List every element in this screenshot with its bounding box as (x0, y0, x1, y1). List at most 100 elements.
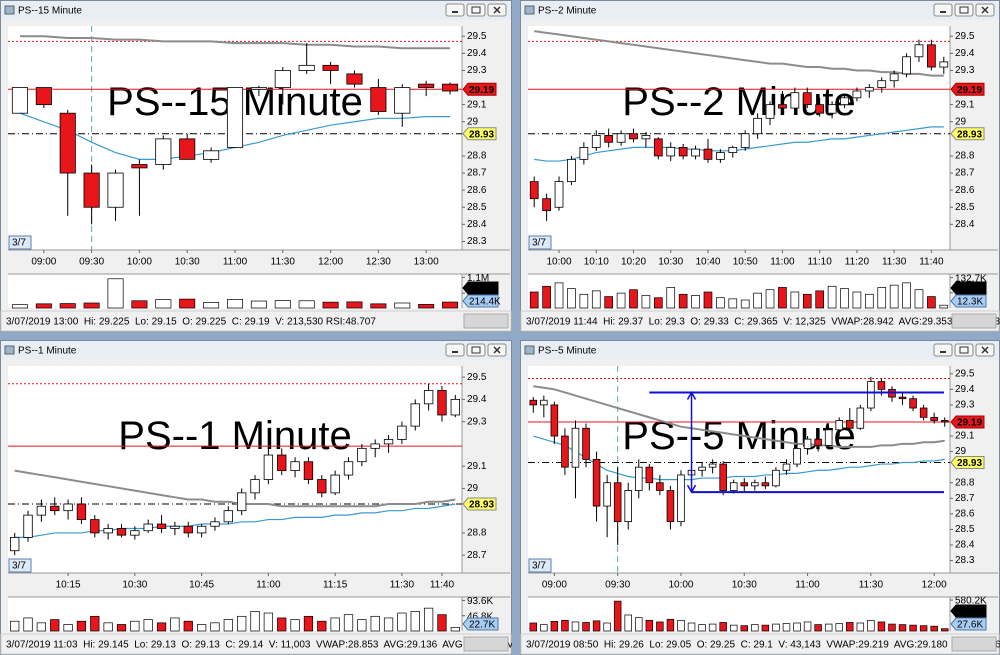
price-badge (950, 82, 985, 96)
volume-bar (914, 289, 924, 309)
candle-body (603, 482, 611, 507)
x-tick-label: 10:50 (733, 257, 758, 268)
candle-body (930, 416, 938, 421)
volume-bar (919, 625, 928, 632)
volume-bar (542, 285, 551, 309)
indicator-badge-label: 48.71 (469, 284, 494, 295)
volume-bar (450, 627, 460, 632)
volume-bar (687, 622, 696, 632)
maximize-button[interactable] (954, 3, 974, 17)
x-tick-label: 09:30 (79, 257, 104, 268)
volume-bar (852, 291, 862, 309)
volume-pane (8, 597, 462, 631)
scrollbar[interactable] (951, 313, 997, 329)
volume-bar (624, 614, 632, 632)
y-tick-label: 29.4 (955, 48, 975, 59)
date-label: 3/7 (532, 561, 546, 572)
volume-bar (827, 285, 837, 309)
x-tick-label: 11:00 (770, 257, 795, 268)
button-glyph (959, 346, 969, 354)
volume-bar (840, 288, 849, 309)
x-tick-label: 11:30 (859, 580, 884, 591)
volume-bar (666, 618, 675, 632)
y-tick-label: 29.4 (955, 384, 975, 395)
candle-body (624, 490, 633, 523)
y-tick-label: 29.1 (467, 99, 487, 110)
candle-body (653, 138, 663, 157)
price-badge (950, 127, 985, 141)
title-bar (1, 341, 511, 360)
maximize-button[interactable] (954, 343, 974, 357)
candle-body (274, 70, 291, 88)
y-tick-label: 29.5 (955, 368, 975, 379)
indicator-badge-label: 214.4K (469, 297, 501, 308)
y-tick-label: 29 (467, 483, 479, 494)
maximize-button[interactable] (466, 3, 486, 17)
price-badge-label: 28.93 (957, 458, 982, 469)
candle-body (103, 528, 113, 534)
indicator-badge-label: 51.60 (957, 607, 982, 618)
candle-body (450, 398, 460, 416)
candle-body (592, 458, 601, 507)
y-tick-label: 28.7 (955, 493, 975, 504)
volume-tick-label: 580.2K (955, 596, 987, 607)
volume-bar (303, 615, 314, 632)
button-glyph (471, 346, 481, 354)
indicator-badge (950, 281, 987, 295)
candle-body (814, 438, 822, 446)
volume-bar (902, 282, 911, 309)
volume-bar (824, 623, 833, 632)
candle-body (677, 474, 685, 523)
candle-body (90, 519, 100, 534)
y-tick-label: 28.4 (467, 219, 487, 230)
candle-body (852, 90, 862, 99)
window-title: PS--5 Minute (538, 346, 597, 357)
candle-body (346, 73, 363, 85)
candle-body (418, 83, 435, 88)
indicator-badge-label: 51.17 (957, 284, 982, 295)
scrollbar[interactable] (463, 636, 509, 652)
candle-body (170, 525, 180, 529)
candle-body (778, 104, 787, 109)
scrollbar[interactable] (951, 636, 997, 652)
minimize-button[interactable] (933, 3, 953, 17)
minimize-button[interactable] (445, 3, 465, 17)
y-tick-label: 28.4 (955, 540, 975, 551)
candle-body (867, 381, 875, 409)
candle-body (591, 135, 601, 148)
volume-bar (223, 619, 233, 632)
maximize-button[interactable] (466, 343, 486, 357)
candle-body (856, 407, 865, 429)
title-bar (521, 341, 999, 360)
volume-bar (909, 624, 917, 632)
minimize-button[interactable] (933, 343, 953, 357)
candle-body (442, 83, 459, 92)
candle-body (902, 56, 911, 75)
price-badge (462, 127, 497, 141)
candle-body (835, 420, 844, 431)
candle-body (716, 152, 725, 160)
volume-tick-label: 93.6K (467, 596, 493, 607)
candle-body (11, 87, 28, 114)
candle-body (802, 92, 812, 106)
candle-body (550, 404, 559, 437)
volume-bar (571, 621, 580, 632)
volume-bar (656, 621, 664, 632)
volume-bar (835, 623, 843, 632)
volume-bar (930, 625, 938, 632)
x-tick-label: 12:00 (318, 257, 343, 268)
volume-bar (90, 615, 100, 632)
volume-bar (237, 615, 247, 632)
candle-body (23, 514, 33, 538)
scrollbar[interactable] (463, 313, 509, 329)
volume-bar (677, 619, 685, 632)
volume-bar (274, 300, 291, 309)
candle-body (698, 466, 706, 471)
y-tick-label: 28.8 (955, 151, 975, 162)
status-text: 3/07/2019 11:44 Hi: 29.37 Lo: 29.3 O: 29… (526, 317, 1000, 328)
x-tick-label: 11:00 (795, 580, 820, 591)
candle-body (370, 443, 380, 449)
volume-bar (63, 624, 73, 632)
minimize-button[interactable] (445, 343, 465, 357)
candle-body (343, 461, 354, 476)
